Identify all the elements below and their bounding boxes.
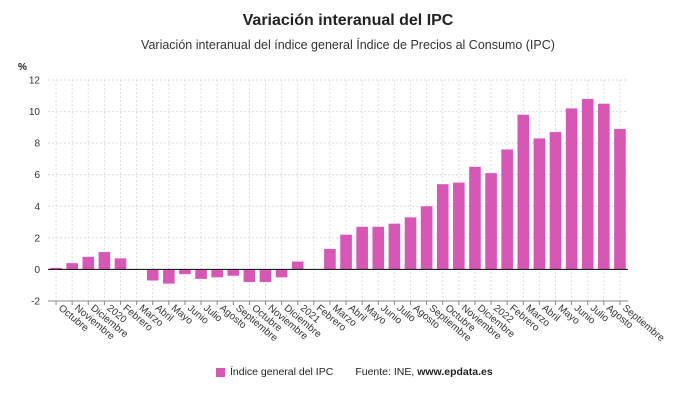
bar [420,206,433,270]
bar [469,166,481,270]
bar [388,223,401,270]
bar [243,269,256,283]
bar [501,149,513,270]
bar [517,114,530,270]
source-note: Fuente: INE, www.epdata.es [355,366,492,378]
chart-title: Variación interanual del IPC [242,12,454,29]
legend-swatch [216,367,225,377]
bar [146,269,159,281]
bar [436,184,449,270]
bar [195,269,207,279]
bar [485,173,497,270]
bar [98,252,111,270]
y-tick-label: 2 [34,233,40,244]
bar [324,248,336,270]
bar [275,269,288,278]
y-tick-label: 10 [29,107,41,118]
chart-subtitle: Variación interanual del índice general … [141,38,555,52]
y-tick-label: 4 [34,202,40,213]
y-tick-label: 12 [29,76,41,87]
bar [50,267,62,270]
bar [356,226,368,270]
y-tick-label: 8 [34,139,40,150]
bar [291,261,304,270]
bar [211,269,223,278]
bar [114,258,127,270]
bar [549,132,562,270]
bar [598,103,610,270]
bar [565,108,578,270]
bar [372,226,385,270]
bar [163,269,175,284]
bar [179,269,191,275]
source-site: www.epdata.es [417,366,493,378]
bar [533,138,546,270]
bar [66,263,78,270]
y-tick-label: 0 [34,265,40,276]
bar [453,182,465,270]
source-prefix: Fuente: INE, [355,366,418,378]
bars [50,98,626,284]
y-tick-label: -2 [31,297,40,308]
legend-series-label: Índice general del IPC [230,366,334,378]
bar [227,269,240,276]
y-axis-label: % [18,62,27,73]
bar [404,217,417,270]
bar [259,269,272,283]
bar [82,256,95,270]
y-tick-label: 6 [34,170,40,181]
bar [340,234,352,270]
legend: Índice general del IPC Fuente: INE, www.… [216,366,493,378]
bar [581,98,594,270]
bar [614,128,626,270]
